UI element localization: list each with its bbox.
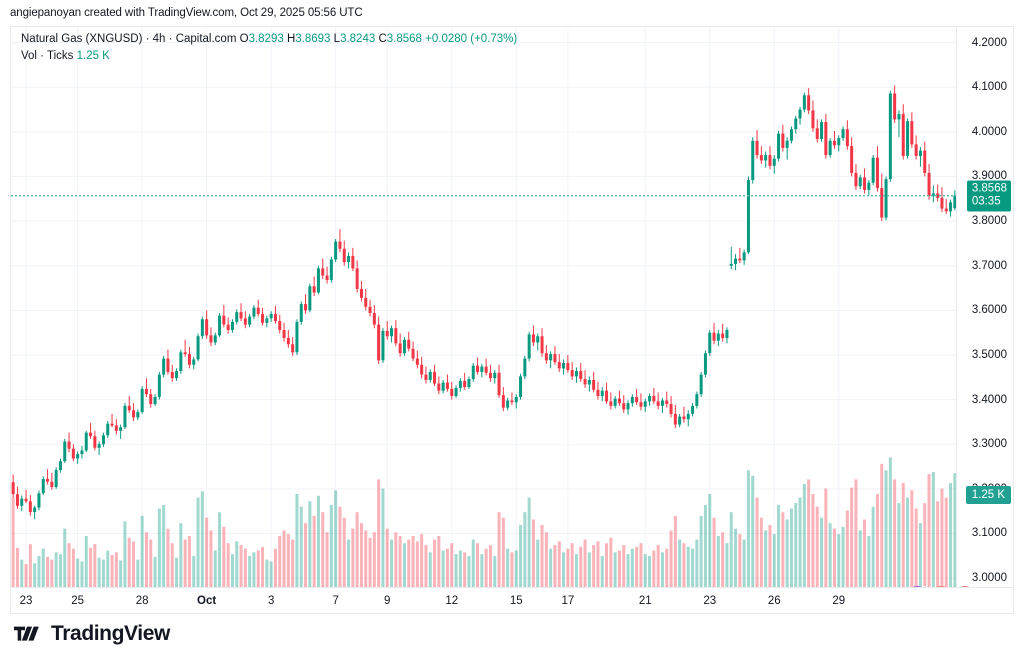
time-axis-tick: 23 [703, 595, 717, 607]
current-price-countdown: 03:35 [971, 195, 1001, 208]
time-axis-tick: Oct [197, 595, 217, 607]
tradingview-logo: TradingView [14, 622, 170, 646]
price-axis-tick: 3.4000 [971, 393, 1007, 406]
time-axis-tick: 17 [561, 595, 575, 607]
chart-status-badges [907, 586, 975, 587]
price-axis-tick: 3.0000 [971, 572, 1007, 585]
price-axis-tick: 3.1000 [971, 527, 1007, 540]
price-axis[interactable]: 4.2000 4.1000 4.0000 3.9000 3.8000 3.7000 3.60… [956, 27, 1013, 587]
tradingview-mark-icon [14, 626, 39, 641]
notification-dot [921, 586, 927, 587]
time-axis-tick: 21 [638, 595, 652, 607]
price-axis-tick: 3.9000 [971, 170, 1007, 183]
chart-plot-area[interactable] [11, 27, 957, 587]
time-axis-tick: 7 [332, 595, 339, 607]
time-axis-tick: 9 [384, 595, 391, 607]
attribution-text: angiepanoyan created with TradingView.co… [10, 7, 363, 19]
current-price-value: 3.8568 [971, 182, 1007, 195]
price-axis-tick: 3.8000 [971, 215, 1007, 228]
time-axis[interactable]: 23 25 28 Oct 3 7 9 12 15 17 21 23 26 29 [10, 588, 1014, 614]
price-axis-tick: 3.7000 [971, 259, 1007, 272]
price-axis-tick: 3.3000 [971, 438, 1007, 451]
time-axis-tick: 15 [509, 595, 523, 607]
price-axis-tick: 4.2000 [971, 36, 1007, 49]
chart-frame: Natural Gas (XNGUSD) · 4h · Capital.com … [10, 26, 1014, 588]
current-price-badge[interactable]: 3.8568 03:35 [966, 180, 1011, 212]
volume-value-badge[interactable]: 1.25 K [965, 486, 1011, 504]
time-axis-tick: 25 [71, 595, 85, 607]
price-axis-tick: 3.6000 [971, 304, 1007, 317]
tradingview-wordmark: TradingView [51, 622, 170, 645]
time-axis-tick: 26 [767, 595, 781, 607]
price-axis-tick: 3.5000 [971, 348, 1007, 361]
time-axis-tick: 3 [267, 595, 275, 607]
candlestick-svg [11, 27, 957, 587]
time-axis-tick: 12 [445, 595, 459, 607]
price-axis-tick: 4.0000 [971, 125, 1007, 138]
time-axis-tick: 23 [19, 595, 33, 607]
time-axis-tick: 29 [832, 595, 846, 607]
time-axis-tick: 28 [135, 595, 149, 607]
price-axis-tick: 4.1000 [971, 81, 1007, 94]
